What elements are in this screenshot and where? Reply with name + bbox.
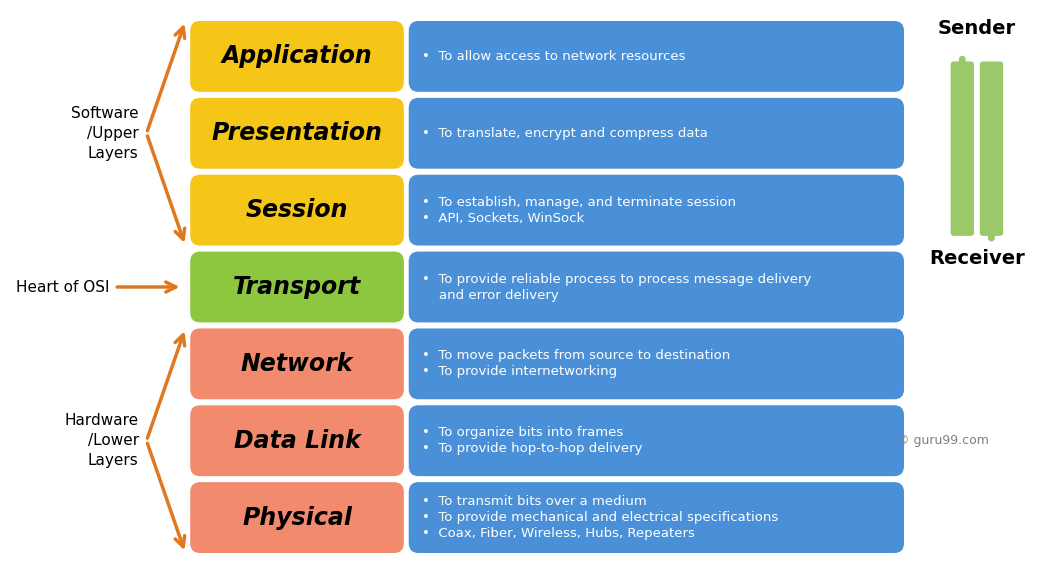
FancyBboxPatch shape — [190, 251, 404, 323]
Text: Transport: Transport — [233, 275, 361, 299]
Text: •  To provide hop-to-hop delivery: • To provide hop-to-hop delivery — [422, 442, 643, 455]
Text: •  To move packets from source to destination: • To move packets from source to destina… — [422, 349, 730, 362]
Text: Receiver: Receiver — [929, 249, 1024, 268]
Text: •  To establish, manage, and terminate session: • To establish, manage, and terminate se… — [422, 196, 736, 209]
Text: •  To organize bits into frames: • To organize bits into frames — [422, 426, 624, 439]
FancyBboxPatch shape — [190, 175, 404, 246]
Text: Software
/Upper
Layers: Software /Upper Layers — [71, 106, 138, 161]
Text: Presentation: Presentation — [211, 121, 383, 145]
FancyBboxPatch shape — [409, 175, 904, 246]
Text: •  To translate, encrypt and compress data: • To translate, encrypt and compress dat… — [422, 127, 708, 140]
Text: •  To provide mechanical and electrical specifications: • To provide mechanical and electrical s… — [422, 511, 779, 524]
Text: Physical: Physical — [242, 505, 352, 530]
Text: •  To transmit bits over a medium: • To transmit bits over a medium — [422, 495, 647, 508]
Text: Sender: Sender — [938, 19, 1016, 38]
Text: •  To provide reliable process to process message delivery: • To provide reliable process to process… — [422, 272, 811, 285]
Text: •  To allow access to network resources: • To allow access to network resources — [422, 50, 685, 63]
FancyBboxPatch shape — [190, 98, 404, 169]
Text: •  To provide internetworking: • To provide internetworking — [422, 366, 618, 378]
Text: •  Coax, Fiber, Wireless, Hubs, Repeaters: • Coax, Fiber, Wireless, Hubs, Repeaters — [422, 527, 695, 540]
Text: •  API, Sockets, WinSock: • API, Sockets, WinSock — [422, 212, 584, 225]
FancyBboxPatch shape — [190, 21, 404, 92]
FancyBboxPatch shape — [409, 405, 904, 476]
FancyBboxPatch shape — [409, 328, 904, 399]
Text: Session: Session — [245, 198, 348, 222]
Text: Data Link: Data Link — [234, 428, 361, 453]
FancyBboxPatch shape — [980, 62, 1004, 236]
FancyBboxPatch shape — [190, 482, 404, 553]
Text: and error delivery: and error delivery — [422, 289, 560, 302]
Text: Network: Network — [241, 352, 354, 376]
Text: Application: Application — [222, 44, 372, 68]
FancyBboxPatch shape — [409, 251, 904, 323]
Text: Hardware
/Lower
Layers: Hardware /Lower Layers — [64, 413, 138, 468]
FancyBboxPatch shape — [190, 328, 404, 399]
FancyBboxPatch shape — [409, 21, 904, 92]
FancyBboxPatch shape — [409, 98, 904, 169]
Text: Heart of OSI: Heart of OSI — [16, 280, 109, 294]
Text: © guru99.com: © guru99.com — [896, 434, 989, 447]
FancyBboxPatch shape — [951, 62, 973, 236]
FancyBboxPatch shape — [190, 405, 404, 476]
FancyBboxPatch shape — [409, 482, 904, 553]
